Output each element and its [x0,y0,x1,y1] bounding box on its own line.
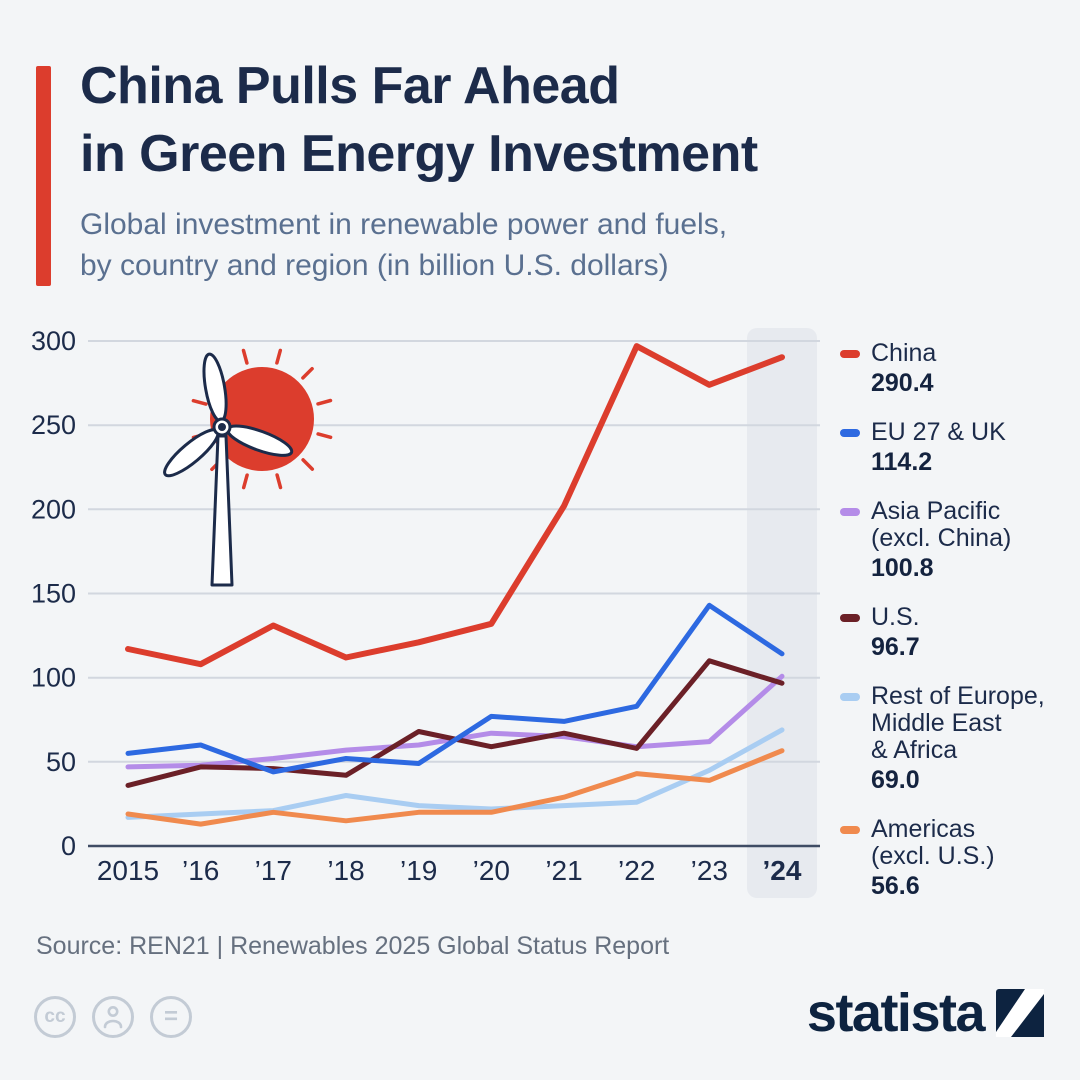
statista-logo: statista [807,982,1044,1044]
legend-label: Rest of Europe, [871,682,1045,710]
legend-value: 56.6 [871,872,920,900]
title-line-2: in Green Energy Investment [80,125,758,183]
y-tick-label-150: 150 [31,579,76,609]
legend-text: Rest of Europe, Middle East & Africa 69.0 [871,683,1045,795]
legend-item-u-s: U.S. 96.7 [840,604,1080,662]
legend-value: 96.7 [871,633,920,661]
legend-label: (excl. China) [871,524,1012,552]
legend-value: 290.4 [871,369,934,397]
legend-text: U.S. 96.7 [871,604,920,662]
no-derivatives-icon: = [150,996,192,1038]
legend-label: Middle East [871,709,1002,737]
statista-logo-text: statista [806,983,986,1043]
legend-label: & Africa [871,736,958,764]
x-tick-label-3: ’18 [327,855,364,886]
legend-item-rest-of-europe-middle-east-africa: Rest of Europe, Middle East & Africa 69.0 [840,683,1080,795]
legend-swatch-rest-of-europe-middle-east-africa [840,693,860,701]
x-tick-label-0: 2015 [97,855,159,886]
person-icon [103,1006,123,1029]
series-line-rest-of-europe-middle-east-africa [125,727,785,820]
highlight-2024-band [747,328,817,898]
y-tick-label-300: 300 [31,326,76,356]
series-line-u-s [125,658,785,788]
x-tick-label-1: ’16 [182,855,219,886]
legend-swatch-asia-pacific-excl-china [840,508,860,516]
series-line-china [125,343,785,668]
x-tick-label-4: ’19 [400,855,437,886]
cc-icon: cc [34,996,76,1038]
x-tick-label-2: ’17 [255,855,292,886]
statista-logo-mark [996,989,1044,1037]
y-tick-label-0: 0 [61,831,76,861]
legend-text: China 290.4 [871,340,936,398]
wind-turbine-icon [163,352,294,587]
x-tick-label-6: ’21 [545,855,582,886]
title-accent-bar [36,66,51,286]
y-tick-label-200: 200 [31,494,76,524]
subtitle: Global investment in renewable power and… [80,204,758,286]
y-tick-label-250: 250 [31,410,76,440]
legend-swatch-u-s [840,614,860,622]
subtitle-line-1: Global investment in renewable power and… [80,208,728,241]
legend-value: 69.0 [871,766,920,794]
legend-swatch-china [840,350,860,358]
legend-item-eu-27-uk: EU 27 & UK 114.2 [840,419,1080,477]
legend-swatch-americas-excl-u-s [840,826,860,834]
legend-item-americas-excl-u-s: Americas (excl. U.S.) 56.6 [840,816,1080,901]
chart-legend: China 290.4 EU 27 & UK 114.2 Asia Pacific (ex… [840,316,1080,916]
legend-item-china: China 290.4 [840,340,1080,398]
legend-value: 100.8 [871,554,934,582]
series-line-americas-excl-u-s [125,748,785,827]
legend-label: U.S. [871,603,920,631]
title-line-1: China Pulls Far Ahead [80,57,620,115]
page-title: China Pulls Far Ahead in Green Energy In… [80,52,758,188]
line-chart: 0 50 100 150 200 250 300 2015 ’16 ’17 ’18 ’19 ’20 ’21… [31,326,820,898]
legend-label: EU 27 & UK [871,418,1006,446]
legend-text: Americas (excl. U.S.) 56.6 [871,816,995,901]
license-icons: cc = [34,996,192,1038]
legend-label: China [871,339,937,367]
y-tick-label-100: 100 [31,663,76,693]
chart-area: 0 50 100 150 200 250 300 2015 ’16 ’17 ’18 ’19 ’20 ’21… [30,316,1080,916]
header: China Pulls Far Ahead in Green Energy In… [80,52,758,286]
x-tick-label-9: ’24 [763,855,802,886]
legend-text: EU 27 & UK 114.2 [871,419,1006,477]
legend-text: Asia Pacific (excl. China) 100.8 [871,498,1011,583]
x-tick-label-5: ’20 [473,855,510,886]
attribution-icon [92,996,134,1038]
legend-swatch-eu-27-uk [840,429,860,437]
legend-label: Americas [871,815,976,843]
x-tick-label-8: ’23 [691,855,728,886]
series-line-eu-27-uk [125,602,785,775]
x-tick-label-7: ’22 [618,855,655,886]
y-tick-label-50: 50 [46,747,76,777]
legend-label: (excl. U.S.) [871,842,995,870]
source-text: Source: REN21 | Renewables 2025 Global S… [36,932,670,960]
subtitle-line-2: by country and region (in billion U.S. d… [80,249,669,282]
legend-label: Asia Pacific [871,497,1001,525]
legend-item-asia-pacific-excl-china: Asia Pacific (excl. China) 100.8 [840,498,1080,583]
legend-value: 114.2 [871,448,933,476]
